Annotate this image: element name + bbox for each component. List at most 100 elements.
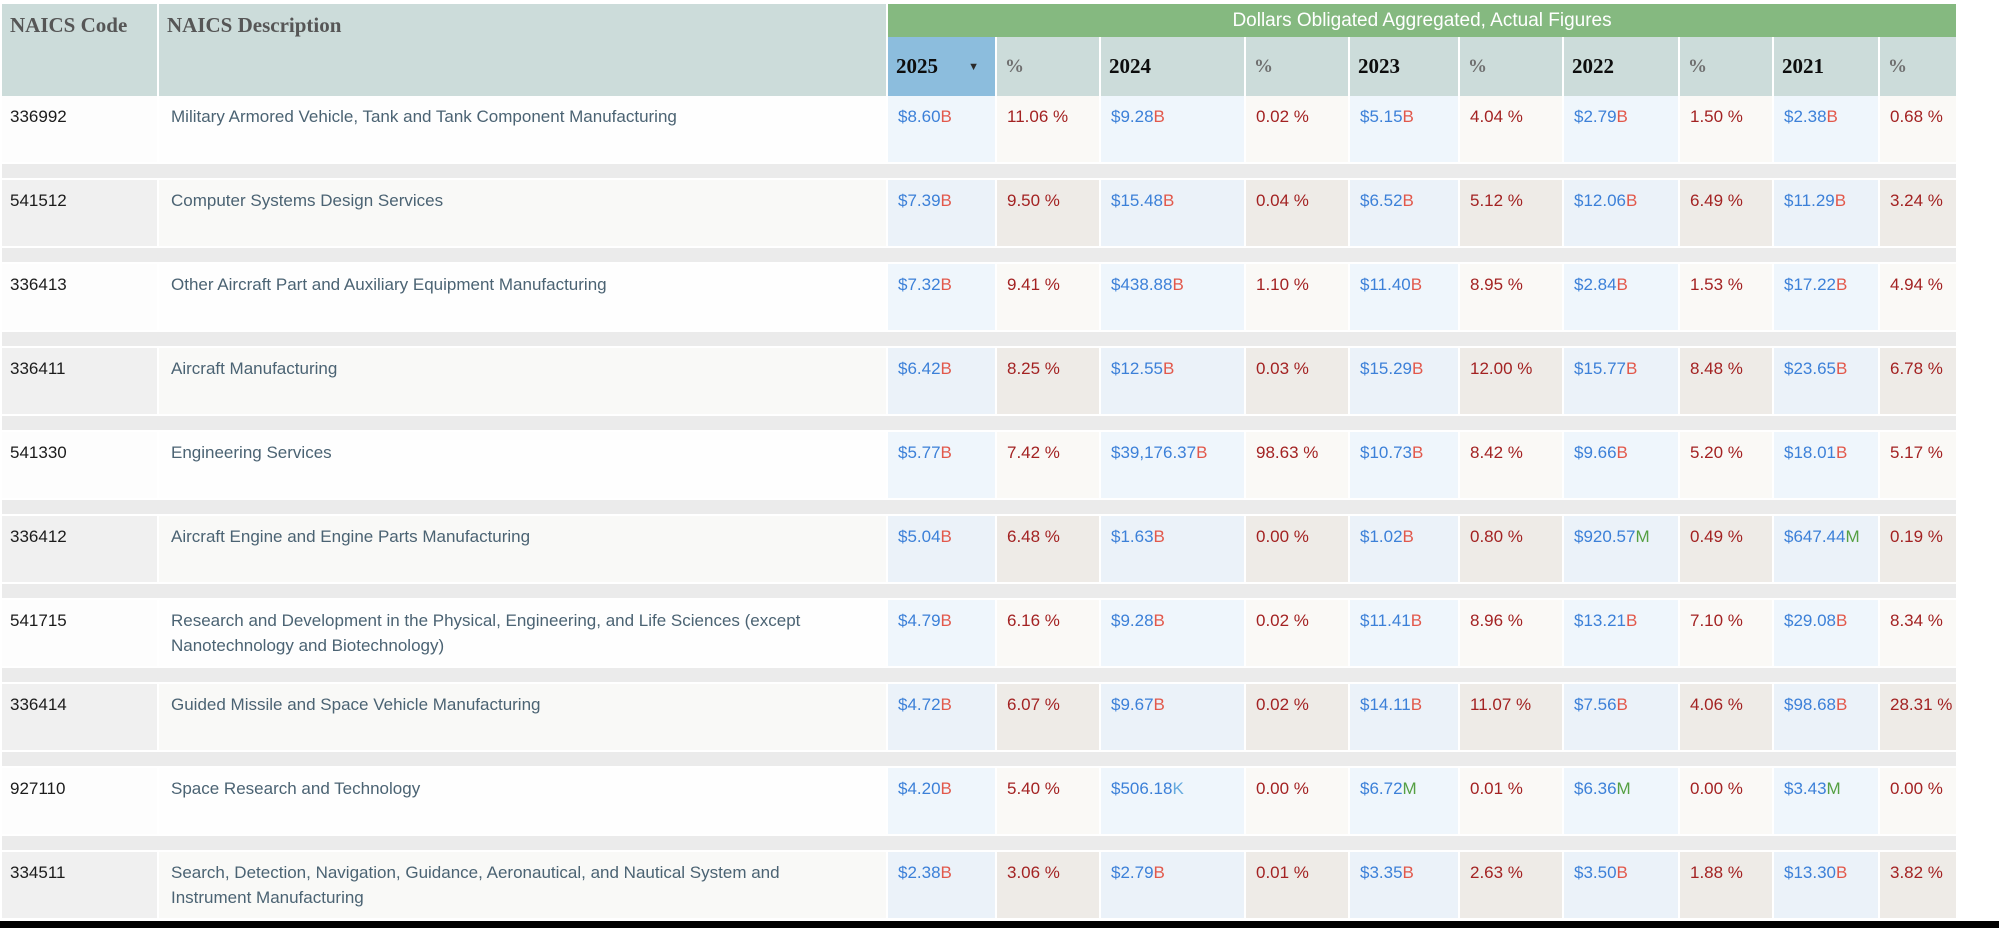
dollar-amount: $920.57 <box>1574 527 1636 546</box>
dollar-value-cell: $4.72B <box>888 684 995 750</box>
percent-cell: 0.00 % <box>1246 516 1348 582</box>
pct-header-2024[interactable]: % <box>1246 37 1348 96</box>
naics-description-cell: Space Research and Technology <box>159 768 886 834</box>
pct-header-2022[interactable]: % <box>1680 37 1772 96</box>
percent-cell: 6.48 % <box>997 516 1099 582</box>
magnitude-suffix: B <box>940 611 952 630</box>
dollar-amount: $2.79 <box>1111 863 1154 882</box>
table-row: 541330 Engineering Services $5.77B 7.42 % $3… <box>2 432 1957 498</box>
percent-cell: 0.19 % <box>1880 516 1957 582</box>
dollar-amount: $5.15 <box>1360 107 1403 126</box>
magnitude-suffix: M <box>1845 527 1860 546</box>
table-row: 336413 Other Aircraft Part and Auxiliary … <box>2 264 1957 330</box>
dollar-amount: $13.21 <box>1574 611 1626 630</box>
naics-description-cell: Other Aircraft Part and Auxiliary Equipm… <box>159 264 886 330</box>
dollar-amount: $11.41 <box>1360 611 1411 630</box>
magnitude-suffix: B <box>940 191 952 210</box>
dollar-value-cell: $5.15B <box>1350 96 1458 162</box>
dollar-amount: $438.88 <box>1111 275 1173 294</box>
naics-code-cell: 541715 <box>2 600 157 666</box>
naics-code-cell: 541512 <box>2 180 157 246</box>
row-separator <box>2 582 1957 600</box>
year-label: 2025 <box>896 54 938 78</box>
percent-cell: 0.00 % <box>1880 768 1957 834</box>
percent-cell: 5.40 % <box>997 768 1099 834</box>
magnitude-suffix: B <box>940 527 952 546</box>
magnitude-suffix: B <box>1410 275 1423 294</box>
naics-code-cell: 927110 <box>2 768 157 834</box>
dollar-amount: $7.32 <box>898 275 941 294</box>
percent-cell: 3.24 % <box>1880 180 1957 246</box>
percent-cell: 8.48 % <box>1680 348 1772 414</box>
dollar-amount: $39,176.37 <box>1111 443 1197 462</box>
magnitude-suffix: B <box>1410 611 1423 630</box>
dollar-value-cell: $2.79B <box>1564 96 1678 162</box>
year-header-2022[interactable]: 2022 <box>1564 37 1678 96</box>
year-header-2021[interactable]: 2021 <box>1774 37 1878 96</box>
dollar-value-cell: $9.28B <box>1101 600 1244 666</box>
dollar-amount: $7.56 <box>1574 695 1617 714</box>
dollar-value-cell: $2.38B <box>888 852 995 918</box>
percent-cell: 3.06 % <box>997 852 1099 918</box>
col-header-naics-description[interactable]: NAICS Description <box>159 4 886 96</box>
percent-cell: 0.02 % <box>1246 96 1348 162</box>
year-header-2025[interactable]: 2025 ▼ <box>888 37 995 96</box>
dollar-value-cell: $14.11B <box>1350 684 1458 750</box>
naics-description-cell: Research and Development in the Physical… <box>159 600 886 666</box>
percent-cell: 6.07 % <box>997 684 1099 750</box>
percent-cell: 1.53 % <box>1680 264 1772 330</box>
bottom-window-edge <box>0 921 1999 928</box>
magnitude-suffix: B <box>940 107 952 126</box>
dollar-amount: $2.38 <box>898 863 941 882</box>
group-header-row: NAICS Code NAICS Description Dollars Obl… <box>2 4 1957 96</box>
row-separator <box>2 162 1957 180</box>
percent-cell: 0.80 % <box>1460 516 1562 582</box>
row-separator <box>2 498 1957 516</box>
naics-code-cell: 541330 <box>2 432 157 498</box>
magnitude-suffix: B <box>1626 359 1638 378</box>
col-header-naics-code[interactable]: NAICS Code <box>2 4 157 96</box>
percent-cell: 0.02 % <box>1246 684 1348 750</box>
dollar-value-cell: $39,176.37B <box>1101 432 1244 498</box>
year-header-row: 2025 ▼ % 2024 % 2023 % 2022 % 2021 % <box>2 37 1957 96</box>
dollar-amount: $15.29 <box>1360 359 1412 378</box>
pct-header-2021[interactable]: % <box>1880 37 1957 96</box>
naics-code-cell: 336412 <box>2 516 157 582</box>
year-header-2023[interactable]: 2023 <box>1350 37 1458 96</box>
naics-description-cell: Aircraft Manufacturing <box>159 348 886 414</box>
dollar-value-cell: $8.60B <box>888 96 995 162</box>
dollar-amount: $4.20 <box>898 779 941 798</box>
pct-header-2023[interactable]: % <box>1460 37 1562 96</box>
dollar-value-cell: $15.77B <box>1564 348 1678 414</box>
dollar-amount: $2.38 <box>1784 107 1827 126</box>
sort-descending-icon[interactable]: ▼ <box>968 60 979 73</box>
percent-cell: 0.49 % <box>1680 516 1772 582</box>
dollar-amount: $6.52 <box>1360 191 1403 210</box>
magnitude-suffix: B <box>1153 695 1165 714</box>
table-row: 927110 Space Research and Technology $4.20… <box>2 768 1957 834</box>
dollar-value-cell: $9.67B <box>1101 684 1244 750</box>
dollar-value-cell: $18.01B <box>1774 432 1878 498</box>
magnitude-suffix: B <box>1836 695 1848 714</box>
dollar-value-cell: $920.57M <box>1564 516 1678 582</box>
year-header-2024[interactable]: 2024 <box>1101 37 1244 96</box>
percent-cell: 12.00 % <box>1460 348 1562 414</box>
magnitude-suffix: B <box>1172 275 1184 294</box>
dollar-value-cell: $11.29B <box>1774 180 1878 246</box>
magnitude-suffix: B <box>940 779 952 798</box>
percent-cell: 2.63 % <box>1460 852 1562 918</box>
dollar-amount: $15.77 <box>1574 359 1626 378</box>
dollar-value-cell: $11.41B <box>1350 600 1458 666</box>
magnitude-suffix: B <box>1163 191 1175 210</box>
dollar-value-cell: $4.79B <box>888 600 995 666</box>
naics-code-cell: 336411 <box>2 348 157 414</box>
dollar-amount: $23.65 <box>1784 359 1836 378</box>
dollar-value-cell: $29.08B <box>1774 600 1878 666</box>
percent-cell: 0.01 % <box>1460 768 1562 834</box>
dollar-amount: $9.66 <box>1574 443 1617 462</box>
magnitude-suffix: B <box>940 359 952 378</box>
pct-header-2025[interactable]: % <box>997 37 1099 96</box>
magnitude-suffix: B <box>1626 191 1638 210</box>
dollar-amount: $3.35 <box>1360 863 1403 882</box>
